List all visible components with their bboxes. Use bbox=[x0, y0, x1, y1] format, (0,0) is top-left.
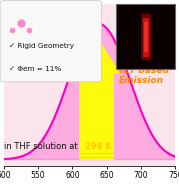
Bar bbox=[79, 74, 113, 160]
Text: ICT based
Emission: ICT based Emission bbox=[119, 66, 169, 85]
Text: in THF solution at: in THF solution at bbox=[4, 142, 80, 150]
Bar bbox=[144, 22, 148, 52]
Bar bbox=[116, 4, 175, 69]
Text: ✓ Φem = 11%: ✓ Φem = 11% bbox=[9, 66, 61, 72]
Polygon shape bbox=[72, 35, 120, 74]
Bar bbox=[142, 18, 149, 57]
FancyBboxPatch shape bbox=[0, 1, 101, 82]
Bar bbox=[141, 14, 151, 60]
Text: 298 K: 298 K bbox=[85, 142, 111, 150]
Text: ✓ Rigid Geometry: ✓ Rigid Geometry bbox=[9, 43, 74, 49]
